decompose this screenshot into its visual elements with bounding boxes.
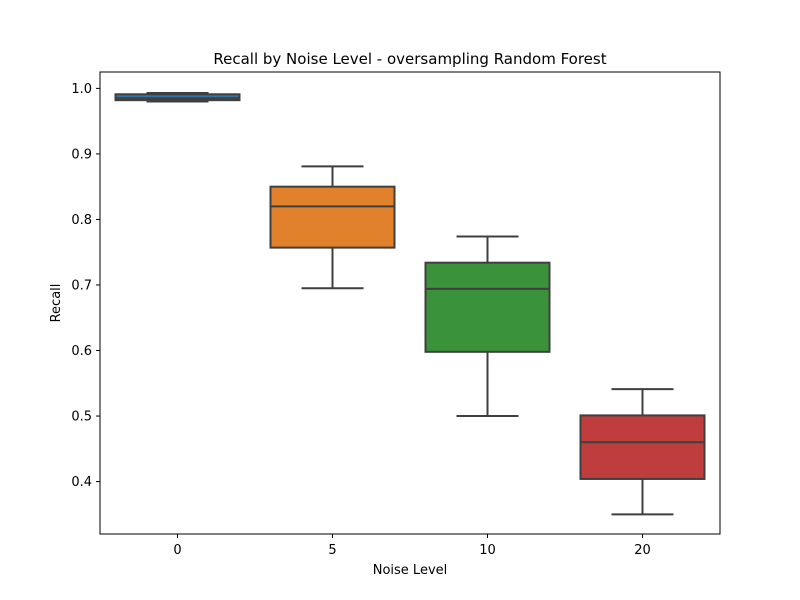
boxes-layer (114, 91, 706, 516)
chart-title: Recall by Noise Level - oversampling Ran… (213, 50, 606, 68)
box-group-20 (579, 388, 706, 516)
y-tick-label: 0.7 (71, 278, 92, 293)
box-group-10 (424, 235, 551, 418)
x-axis: 0 5 10 20 (173, 534, 651, 558)
box-group-5 (269, 165, 396, 290)
plot-frame (99, 71, 721, 535)
y-tick-label: 0.4 (71, 475, 92, 490)
x-tick-label: 0 (173, 543, 181, 558)
y-axis: 0.4 0.5 0.6 0.7 0.8 0.9 1.0 (71, 82, 100, 490)
box-group-0 (114, 91, 241, 103)
y-tick-label: 0.6 (71, 344, 92, 359)
x-tick-label: 20 (634, 543, 651, 558)
box-iqr (269, 185, 396, 249)
box-iqr (424, 261, 551, 353)
x-axis-label: Noise Level (373, 563, 448, 578)
x-tick-label: 10 (479, 543, 496, 558)
y-axis-label: Recall (49, 284, 64, 323)
y-tick-label: 0.9 (71, 147, 92, 162)
y-tick-label: 0.8 (71, 213, 92, 228)
x-tick-label: 5 (328, 543, 336, 558)
y-tick-label: 0.5 (71, 410, 92, 425)
box-iqr (579, 414, 706, 480)
y-tick-label: 1.0 (71, 82, 92, 97)
